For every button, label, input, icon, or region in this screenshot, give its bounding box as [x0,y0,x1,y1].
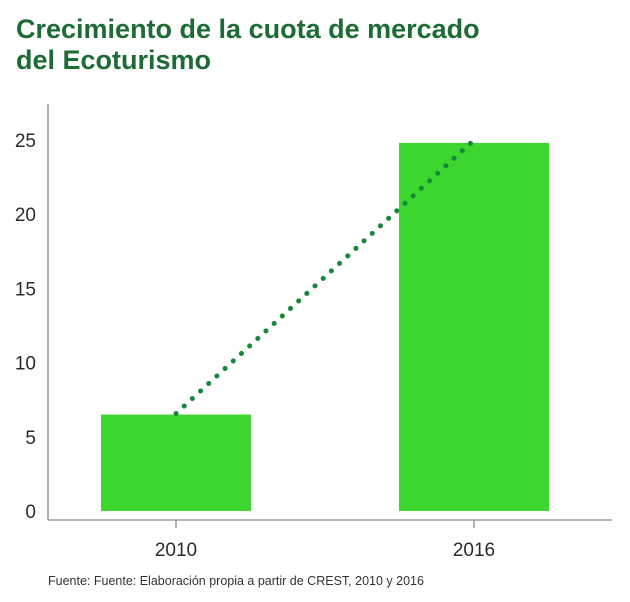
y-tick-label-4: 20 [15,205,36,226]
chart-title-line-1: Crecimiento de la cuota de mercado [16,14,480,44]
chart-title-line-2: del Ecoturismo [16,45,212,75]
trend-dots [173,137,477,417]
chart-title: Crecimiento de la cuota de mercado del E… [16,14,616,76]
y-tick-label-0: 0 [25,502,36,523]
source-note: Fuente: Fuente: Elaboración propia a par… [48,574,424,588]
y-axis-ticks: 0 5 10 15 20 25 [15,131,36,523]
axes [47,104,612,521]
bars [101,142,549,511]
y-tick-label-2: 10 [15,354,36,375]
bar-2016 [399,142,549,511]
y-tick-label-3: 15 [15,279,36,300]
x-tick-label-2010: 2010 [155,540,197,561]
x-tick-label-2016: 2016 [453,540,495,561]
bar-2010 [101,414,251,511]
y-tick-label-1: 5 [25,428,36,449]
trend-line [173,137,477,417]
y-tick-label-5: 25 [15,131,36,152]
x-axis-ticks: 2010 2016 [155,520,495,561]
